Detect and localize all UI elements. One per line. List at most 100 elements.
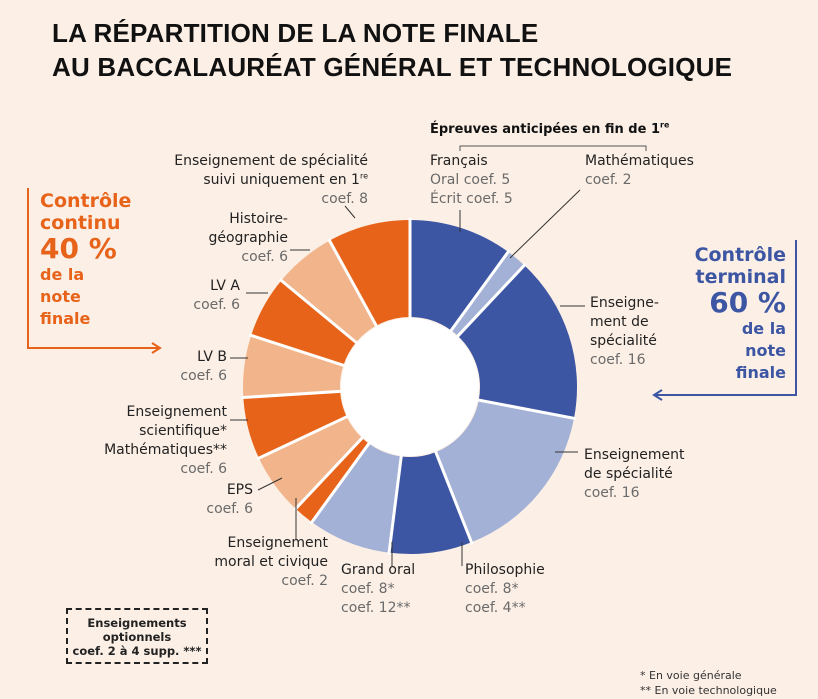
continu-percent: 40 % <box>40 232 117 265</box>
anticipees-text: Épreuves anticipées en fin de 1 <box>430 122 660 137</box>
spe2-n2: de spécialité <box>584 466 673 482</box>
label-hg: Histoire- géographie coef. 6 <box>208 210 288 267</box>
slice-separator-12 <box>278 278 359 345</box>
optionnels-l3: coef. 2 à 4 supp. *** <box>72 644 202 658</box>
slice-separator-3 <box>455 262 527 339</box>
controle-continu-block: Contrôle continu 40 % de la note finale <box>40 190 131 330</box>
terminal-arrow-head <box>652 389 663 401</box>
donut-slice-12 <box>281 240 377 343</box>
donut-slice-6 <box>311 443 402 553</box>
label-spe1: Enseigne- ment de spécialité coef. 16 <box>590 294 659 370</box>
sci-n1: Enseignement <box>126 404 227 420</box>
grandoral-coef-2: coef. 12** <box>341 600 411 616</box>
leader-eps <box>257 477 283 491</box>
label-emc: Enseignement moral et civique coef. 2 <box>214 534 328 591</box>
continu-arrow-head <box>151 342 162 354</box>
footnote-2: ** En voie technologique <box>640 684 777 697</box>
donut-slice-10 <box>243 335 344 398</box>
maths-name: Mathématiques <box>585 153 694 169</box>
title-line-2: AU BACCALAURÉAT GÉNÉRAL ET TECHNOLOGIQUE <box>52 52 733 82</box>
anticipees-sup: re <box>660 120 670 130</box>
lvb-coef: coef. 6 <box>180 368 227 384</box>
terminal-arrow <box>656 240 797 396</box>
terminal-l4: de la <box>741 319 786 338</box>
lvb-name: LV B <box>197 349 227 365</box>
optionnels-l1: Enseignements <box>87 616 187 630</box>
label-grand-oral: Grand oral coef. 8* coef. 12** <box>341 561 415 618</box>
slice-separator-6 <box>387 454 403 555</box>
anticipees-heading: Épreuves anticipées en fin de 1re <box>430 120 670 137</box>
donut-slice-11 <box>251 280 357 366</box>
spe1-n1: Enseigne- <box>590 295 659 311</box>
lva-coef: coef. 6 <box>193 297 240 313</box>
spe1-n3: spécialité <box>590 333 657 349</box>
slice-separator-2 <box>448 249 511 333</box>
francais-name: Français <box>430 153 488 169</box>
terminal-l2: terminal <box>695 266 786 288</box>
spe2-n1: Enseignement <box>584 447 685 463</box>
grandoral-coef-1: coef. 8* <box>341 581 395 597</box>
spe1-coef: coef. 16 <box>590 352 646 368</box>
donut-slice-5 <box>389 452 472 554</box>
optionnels-l2: optionnels <box>102 630 172 644</box>
leader-maths <box>509 189 581 259</box>
footnote-1: * En voie générale <box>640 669 742 682</box>
terminal-l6: finale <box>735 363 786 382</box>
hg-n2: géographie <box>208 230 288 246</box>
label-francais: Français Oral coef. 5 Écrit coef. 5 <box>430 152 513 209</box>
continu-l5: note <box>40 287 81 306</box>
philo-coef-2: coef. 4** <box>465 600 526 616</box>
slice-separator-5 <box>433 449 474 545</box>
slice-separator-7 <box>309 441 372 525</box>
continu-l6: finale <box>40 309 91 328</box>
donut-slice-9 <box>243 391 347 459</box>
spe1re-sup: re <box>359 171 368 181</box>
label-philo: Philosophie coef. 8* coef. 4** <box>465 561 545 618</box>
leader-lines <box>230 189 585 566</box>
label-spe2: Enseignement de spécialité coef. 16 <box>584 446 685 503</box>
philo-name: Philosophie <box>465 562 545 578</box>
terminal-l1: Contrôle <box>694 244 786 266</box>
spe1-n2: ment de <box>590 314 649 330</box>
slice-separator-10 <box>241 389 343 400</box>
slice-separator-4 <box>476 398 577 421</box>
slice-separator-9 <box>256 414 350 461</box>
donut-slice-7 <box>295 438 369 523</box>
slice-separator-8 <box>293 435 365 512</box>
donut-slices <box>243 220 577 554</box>
spe1re-n1: Enseignement de spécialité <box>174 153 368 169</box>
donut-slice-4 <box>435 400 575 543</box>
maths-coef: coef. 2 <box>585 172 632 188</box>
slice-separator-13 <box>327 238 379 329</box>
label-sci: Enseignement scientifique* Mathématiques… <box>104 403 227 479</box>
spe1re-n2: suivi uniquement en 1 <box>203 172 360 188</box>
continu-l2: continu <box>40 212 121 234</box>
spe2-coef: coef. 16 <box>584 485 640 501</box>
label-lva: LV A coef. 6 <box>193 277 240 315</box>
donut-slice-3 <box>457 265 577 419</box>
eps-name: EPS <box>226 482 253 498</box>
page-title: LA RÉPARTITION DE LA NOTE FINALE AU BACC… <box>52 16 732 84</box>
sci-coef: coef. 6 <box>180 461 227 477</box>
francais-coef-oral: Oral coef. 5 <box>430 172 511 188</box>
emc-n2: moral et civique <box>214 554 328 570</box>
emc-n1: Enseignement <box>227 535 328 551</box>
sci-n2: scientifique* <box>139 423 227 439</box>
donut-hole <box>341 318 479 456</box>
label-eps: EPS coef. 6 <box>206 481 253 519</box>
emc-coef: coef. 2 <box>281 573 328 589</box>
optionnels-box: Enseignements optionnels coef. 2 à 4 sup… <box>66 608 208 664</box>
label-spe-1re: Enseignement de spécialité suivi uniquem… <box>174 152 368 209</box>
donut-slice-1 <box>410 220 509 331</box>
terminal-percent: 60 % <box>709 286 786 319</box>
lva-name: LV A <box>210 278 240 294</box>
francais-coef-ecrit: Écrit coef. 5 <box>430 191 513 207</box>
hg-n1: Histoire- <box>229 211 288 227</box>
grandoral-name: Grand oral <box>341 562 416 578</box>
label-maths-anticipee: Mathématiques coef. 2 <box>585 152 694 190</box>
slice-separator-11 <box>248 333 346 368</box>
slice-separators <box>241 218 577 555</box>
terminal-l5: note <box>745 341 786 360</box>
title-line-1: LA RÉPARTITION DE LA NOTE FINALE <box>52 18 539 48</box>
